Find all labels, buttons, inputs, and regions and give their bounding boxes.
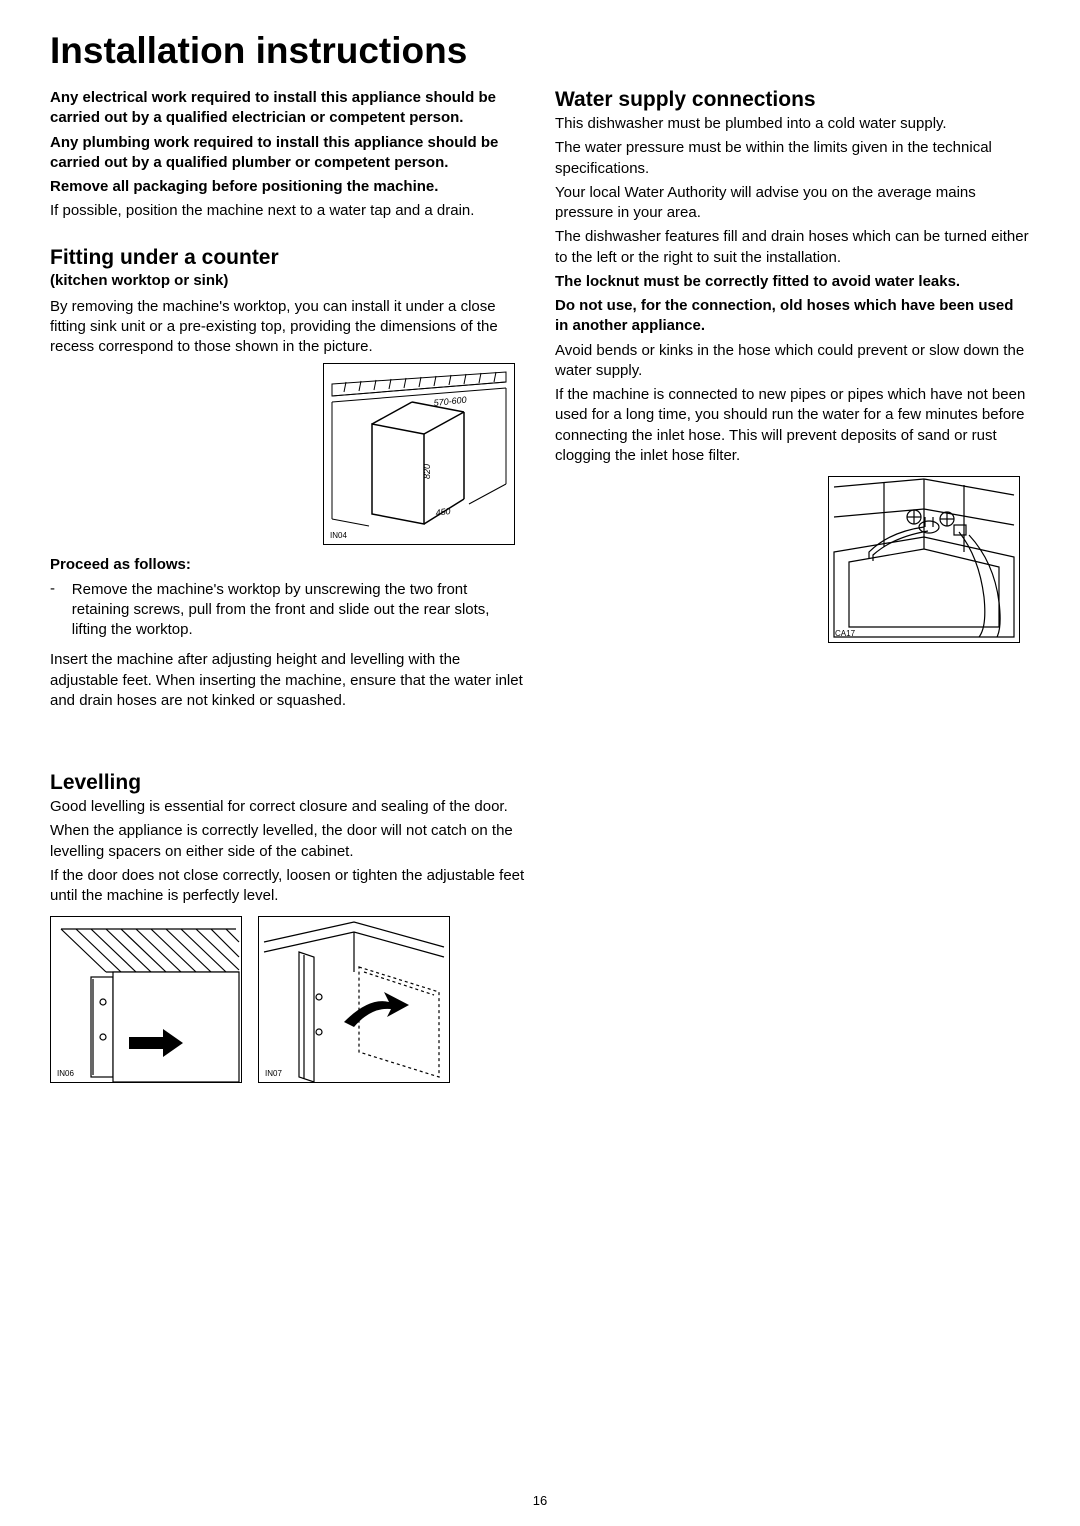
intro-para-packaging: Remove all packaging before positioning … [50,177,525,197]
fitting-para-2: Insert the machine after adjusting heigh… [50,650,525,711]
manual-page: Installation instructions Any electrical… [0,0,1080,1526]
levelling-heading: Levelling [50,771,525,795]
svg-text:820: 820 [422,464,432,479]
water-para-2: The water pressure must be within the li… [555,138,1030,179]
bullet-item: - Remove the machine's worktop by unscre… [50,580,525,641]
figure-label: CA17 [835,629,855,638]
figure-in07: IN07 [258,916,450,1083]
water-para-6: Do not use, for the connection, old hose… [555,296,1030,337]
svg-text:450: 450 [435,506,451,518]
diagram-tap-icon [829,477,1019,642]
intro-para-electrical: Any electrical work required to install … [50,88,525,129]
figure-ca17: CA17 [828,476,1020,643]
bullet-text: Remove the machine's worktop by unscrewi… [72,580,525,641]
water-heading: Water supply connections [555,88,1030,112]
fitting-para-1: By removing the machine's worktop, you c… [50,297,525,358]
two-column-layout: Any electrical work required to install … [50,88,1030,1083]
figure-in06: IN06 [50,916,242,1083]
water-para-8: If the machine is connected to new pipes… [555,385,1030,466]
diagram-level-corner-icon [259,917,449,1082]
fitting-subheading: (kitchen worktop or sink) [50,272,525,289]
figure-label: IN07 [265,1069,282,1078]
water-para-1: This dishwasher must be plumbed into a c… [555,114,1030,134]
figure-label: IN04 [330,531,347,540]
levelling-para-1: Good levelling is essential for correct … [50,797,525,817]
fitting-heading: Fitting under a counter [50,246,525,270]
proceed-label: Proceed as follows: [50,555,525,575]
page-number: 16 [0,1493,1080,1508]
intro-para-position: If possible, position the machine next t… [50,201,525,221]
svg-text:570-600: 570-600 [433,395,467,408]
intro-para-plumbing: Any plumbing work required to install th… [50,133,525,174]
diagram-countertop-icon: 570-600 820 450 [324,364,514,544]
levelling-para-3: If the door does not close correctly, lo… [50,866,525,907]
figure-label: IN06 [57,1069,74,1078]
page-title: Installation instructions [50,30,1030,72]
water-para-7: Avoid bends or kinks in the hose which c… [555,341,1030,382]
right-column: Water supply connections This dishwasher… [555,88,1030,1083]
left-column: Any electrical work required to install … [50,88,525,1083]
figure-in04: 570-600 820 450 IN04 [323,363,515,545]
water-para-5: The locknut must be correctly fitted to … [555,272,1030,292]
levelling-para-2: When the appliance is correctly levelled… [50,821,525,862]
water-para-3: Your local Water Authority will advise y… [555,183,1030,224]
diagram-level-side-icon [51,917,241,1082]
bullet-dash: - [50,580,56,641]
water-para-4: The dishwasher features fill and drain h… [555,227,1030,268]
